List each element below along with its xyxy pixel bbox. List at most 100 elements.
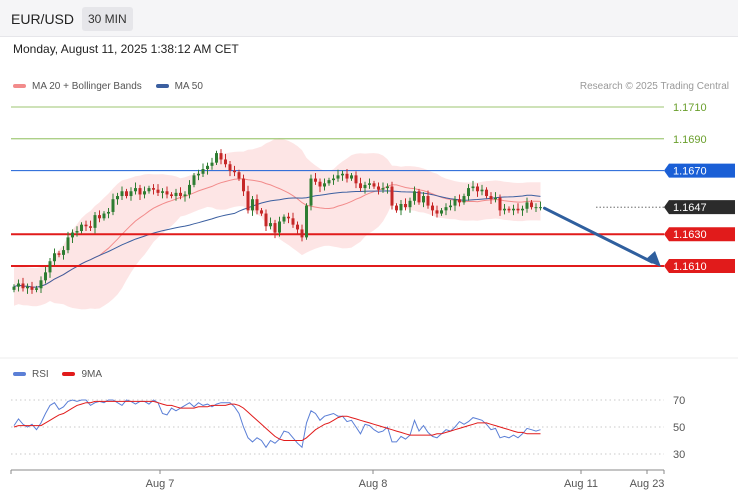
candle-body — [498, 197, 502, 211]
candle-body — [503, 208, 506, 211]
candle-body — [332, 178, 335, 181]
timeframe-button[interactable]: 30 MIN — [82, 7, 133, 31]
candle — [233, 165, 236, 177]
candle — [368, 178, 371, 189]
candle-body — [480, 189, 484, 192]
candle — [84, 220, 88, 232]
candle-body — [453, 199, 457, 206]
candle — [39, 276, 43, 294]
level-1-1610-label: 1.1610 — [673, 261, 707, 273]
candle-body — [62, 250, 65, 255]
candle — [525, 197, 529, 213]
candle — [300, 224, 304, 242]
candle — [273, 219, 277, 239]
candle — [111, 193, 115, 216]
candle-body — [444, 207, 448, 211]
candle-body — [89, 226, 92, 228]
candle — [498, 194, 502, 216]
candle-body — [435, 210, 439, 214]
candle-body — [93, 215, 97, 228]
candle-body — [525, 202, 529, 209]
candle-body — [120, 191, 124, 197]
candle — [170, 192, 173, 199]
candle — [30, 281, 34, 294]
symbol-label: EUR/USD — [11, 11, 75, 27]
rsi-ma-legend-swatch — [62, 372, 76, 377]
candle — [192, 172, 196, 188]
ma50-legend-label: MA 50 — [174, 81, 203, 92]
candle-body — [422, 196, 425, 203]
candle-body — [534, 207, 538, 209]
candle — [98, 210, 101, 223]
candle-body — [377, 186, 380, 190]
candle-body — [278, 221, 281, 233]
candle-body — [102, 213, 106, 219]
candle — [507, 206, 511, 213]
candle-body — [323, 183, 326, 187]
candle — [282, 214, 286, 224]
level-1-1670-label: 1.1670 — [673, 166, 707, 178]
candle — [80, 222, 83, 234]
candle — [408, 197, 412, 213]
candle — [147, 185, 151, 194]
candle — [188, 180, 191, 199]
candle-body — [512, 208, 515, 211]
candle — [201, 163, 205, 177]
level-1-1610-tag — [664, 259, 735, 273]
candle — [521, 205, 524, 216]
rsi-tick-label: 30 — [673, 449, 685, 461]
candle — [48, 258, 52, 278]
candle-body — [246, 191, 250, 211]
candle — [359, 177, 362, 192]
candle-body — [125, 191, 128, 197]
candle — [413, 186, 416, 205]
candle-body — [134, 188, 137, 192]
candle-body — [282, 216, 286, 222]
candle-body — [165, 191, 169, 195]
ma20-legend-swatch — [13, 84, 26, 89]
candle — [179, 187, 182, 200]
candle — [449, 200, 452, 211]
candle — [404, 198, 407, 211]
level-1-1690-label: 1.1690 — [673, 134, 707, 146]
candle-body — [413, 191, 416, 201]
candle — [228, 161, 232, 177]
candle — [530, 200, 533, 210]
candle — [323, 178, 326, 191]
candle — [386, 183, 389, 194]
candle-body — [152, 188, 155, 190]
candle — [219, 149, 223, 165]
candle-body — [48, 261, 52, 273]
candle — [12, 284, 16, 293]
candle — [26, 283, 29, 294]
candle-body — [188, 184, 191, 195]
candle — [350, 172, 353, 181]
candle — [494, 192, 497, 203]
candle-body — [30, 286, 34, 290]
candle-body — [21, 283, 25, 289]
candle — [287, 212, 290, 224]
level-1-1647-tag — [664, 200, 735, 215]
rsi-ma-legend-label: 9MA — [81, 369, 103, 380]
candle-body — [156, 189, 160, 193]
candle-body — [485, 189, 488, 197]
candle-body — [138, 188, 142, 195]
candle-body — [170, 194, 173, 197]
candle-body — [75, 231, 79, 233]
candle-body — [314, 178, 317, 182]
candle — [341, 170, 344, 181]
top-bar: EUR/USD 30 MIN — [0, 0, 738, 37]
candle — [327, 177, 331, 186]
candle-body — [228, 164, 232, 171]
candle-body — [98, 215, 101, 219]
candle-body — [539, 207, 542, 209]
candle-body — [251, 199, 254, 211]
candle — [512, 204, 515, 216]
ma50-line — [13, 190, 541, 288]
candle-body — [242, 178, 245, 192]
candle-body — [300, 229, 304, 238]
candle — [390, 181, 394, 210]
candle-body — [309, 178, 313, 206]
candle — [318, 178, 322, 193]
